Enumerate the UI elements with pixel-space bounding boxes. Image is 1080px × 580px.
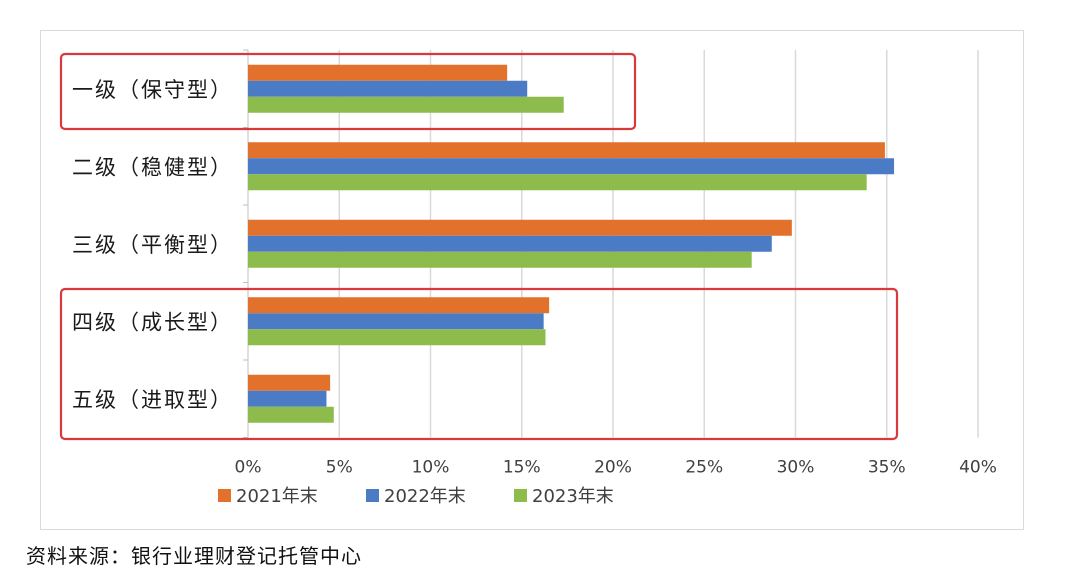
bar-2022年末-0 — [248, 80, 528, 97]
x-tick-label: 15% — [503, 458, 541, 478]
category-label: 四级（成长型） — [72, 310, 233, 334]
x-tick-label: 10% — [412, 458, 450, 478]
highlight-box — [59, 52, 637, 131]
x-tick-label: 0% — [235, 458, 262, 478]
bar-2023年末-2 — [248, 251, 752, 268]
legend-swatch — [366, 489, 379, 502]
category-label: 三级（平衡型） — [72, 233, 233, 257]
bar-2022年末-1 — [248, 158, 895, 175]
bar-2021年末-3 — [248, 297, 550, 314]
bar-2023年末-0 — [248, 96, 564, 113]
bar-2023年末-1 — [248, 174, 867, 191]
bar-2023年末-4 — [248, 406, 334, 423]
x-tick-label: 30% — [777, 458, 815, 478]
bar-2021年末-2 — [248, 219, 792, 236]
chart-frame — [40, 30, 1024, 530]
x-tick-label: 40% — [959, 458, 997, 478]
category-label: 一级（保守型） — [72, 78, 233, 102]
legend-label: 2021年末 — [236, 486, 318, 507]
bar-2022年末-2 — [248, 235, 772, 252]
x-tick-label: 5% — [326, 458, 353, 478]
bar-chart: 0% 5% 10% 15% 20% 25% 30% 35% 40% 一级（保守型） 二级（稳健型） 三… — [59, 49, 997, 507]
legend-label: 2023年末 — [532, 486, 614, 507]
bar-2021年末-1 — [248, 142, 885, 159]
source-note: 资料来源：银行业理财登记托管中心 — [26, 544, 362, 568]
category-label: 五级（进取型） — [72, 388, 233, 412]
bar-2023年末-3 — [248, 329, 546, 346]
legend-swatch — [514, 489, 527, 502]
x-tick-label: 20% — [594, 458, 632, 478]
bar-2021年末-4 — [248, 374, 331, 391]
highlight-box — [59, 287, 899, 441]
x-tick-label: 35% — [868, 458, 906, 478]
x-tick-label: 25% — [685, 458, 723, 478]
bar-2022年末-3 — [248, 313, 544, 330]
legend-label: 2022年末 — [384, 486, 466, 507]
bar-2021年末-0 — [248, 64, 508, 81]
category-label: 二级（稳健型） — [72, 155, 233, 179]
bar-2022年末-4 — [248, 390, 327, 407]
legend-swatch — [218, 489, 231, 502]
